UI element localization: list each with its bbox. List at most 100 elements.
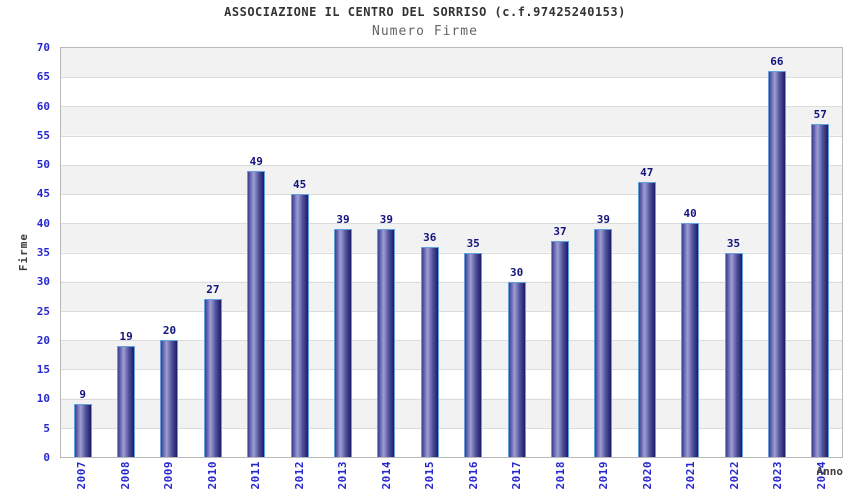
x-cell: 2021: [669, 461, 713, 500]
x-tick-label: 2015: [423, 461, 437, 490]
gridline: [61, 340, 842, 342]
y-tick-label: 70: [36, 41, 50, 54]
y-tick-label: 50: [36, 158, 50, 172]
x-tick-label: 2012: [292, 461, 306, 490]
bar-value-label: 40: [683, 207, 697, 221]
bar-2015: [420, 246, 439, 457]
gridline: [61, 398, 842, 400]
bar-2010: [203, 299, 222, 457]
x-tick-label: 2022: [727, 461, 741, 490]
gridline: [61, 281, 842, 283]
y-axis: 70 65 60 55 50 45 40 35 30 25 20 15 10 5 0: [0, 41, 60, 464]
y-tick-label: 40: [36, 216, 50, 230]
bar-value-label: 9: [79, 388, 86, 402]
bar-value-label: 35: [726, 236, 741, 250]
gridline: [61, 164, 842, 166]
bar-2008: [117, 346, 136, 457]
x-tick-label: 2010: [205, 461, 219, 490]
bar-2012: [290, 194, 309, 457]
x-tick-label: 2016: [466, 461, 480, 490]
chart-title: ASSOCIAZIONE IL CENTRO DEL SORRISO (c.f.…: [224, 5, 626, 19]
x-axis-title: Anno: [816, 465, 844, 478]
bar-2023: [767, 71, 786, 457]
bar-2018: [550, 240, 569, 457]
x-tick-label: 2009: [162, 461, 176, 490]
bar-value-label: 39: [596, 213, 610, 227]
x-axis: 2007 2008 2009 2010 2011 2012 2013 2014 2015 2016…: [60, 461, 843, 500]
x-tick-label: 2018: [553, 461, 567, 490]
x-cell: 2017: [495, 461, 539, 500]
plot-area: 9 19 20 27 49 45 39 39 36 35 30 37 39 47 40 35 66 57: [60, 47, 843, 458]
bar-value-label: 49: [249, 154, 263, 168]
y-tick-label: 60: [36, 99, 50, 113]
x-cell: 2013: [321, 461, 365, 500]
bar-2014: [377, 229, 396, 457]
gridline: [61, 223, 842, 225]
bar-2022: [724, 252, 743, 457]
gridline: [61, 369, 842, 371]
gridline: [61, 310, 842, 312]
bar-2013: [334, 229, 353, 457]
bar-2020: [637, 182, 656, 457]
x-tick-label: 2017: [510, 461, 524, 490]
bar-2024: [811, 123, 830, 457]
y-tick-label: 15: [36, 363, 50, 377]
gridline: [61, 135, 842, 137]
y-tick-label: 20: [36, 333, 50, 347]
x-cell: 2012: [278, 461, 322, 500]
x-cell: 2018: [539, 461, 583, 500]
bar-value-label: 57: [813, 107, 827, 121]
bar-value-label: 66: [770, 55, 784, 69]
bar-value-label: 27: [206, 283, 220, 297]
y-tick-label: 30: [36, 275, 50, 289]
bar-value-label: 36: [423, 230, 437, 244]
x-cell: 2020: [626, 461, 670, 500]
gridline: [61, 106, 842, 108]
x-cell: 2014: [365, 461, 409, 500]
x-tick-label: 2013: [336, 461, 350, 490]
x-tick-label: 2019: [597, 461, 611, 490]
x-tick-label: 2023: [771, 461, 785, 490]
bar-2007: [73, 404, 92, 457]
x-tick-label: 2021: [684, 461, 698, 490]
y-tick-label: 65: [36, 70, 50, 84]
bar-value-label: 47: [640, 166, 654, 180]
bar-2021: [681, 223, 700, 457]
bar-value-label: 45: [293, 178, 307, 192]
bar-value-label: 39: [379, 213, 394, 227]
x-cell: 2007: [60, 461, 104, 500]
x-cell: 2009: [147, 461, 191, 500]
bar-value-label: 30: [509, 265, 524, 279]
gridline: [61, 427, 842, 429]
x-tick-label: 2020: [640, 461, 654, 490]
x-tick-label: 2014: [379, 461, 393, 490]
x-cell: 2022: [713, 461, 757, 500]
gridline: [61, 77, 842, 79]
x-tick-label: 2008: [118, 461, 132, 490]
bar-value-label: 39: [336, 213, 350, 227]
x-cell: 2008: [104, 461, 148, 500]
bar-2011: [247, 170, 266, 457]
x-cell: 2016: [452, 461, 496, 500]
x-tick-label: 2007: [75, 461, 89, 490]
x-tick-label: 2011: [249, 461, 263, 490]
x-cell: 2011: [234, 461, 278, 500]
x-cell: 2010: [191, 461, 235, 500]
x-cell: 2015: [408, 461, 452, 500]
chart-subtitle: Numero Firme: [372, 24, 478, 39]
bar-value-label: 20: [162, 324, 177, 338]
bar-2019: [594, 229, 613, 457]
y-tick-label: 25: [36, 304, 50, 318]
x-cell: 2023: [756, 461, 800, 500]
y-tick-label: 55: [36, 128, 50, 142]
y-tick-label: 35: [36, 246, 50, 259]
y-tick-label: 5: [43, 421, 50, 435]
gridline: [61, 194, 842, 196]
gridline: [61, 252, 842, 254]
y-tick-label: 45: [36, 187, 50, 201]
bar-2017: [507, 281, 526, 457]
y-tick-label: 10: [36, 392, 50, 406]
bar-value-label: 35: [466, 236, 480, 250]
y-tick-label: 0: [43, 451, 50, 464]
